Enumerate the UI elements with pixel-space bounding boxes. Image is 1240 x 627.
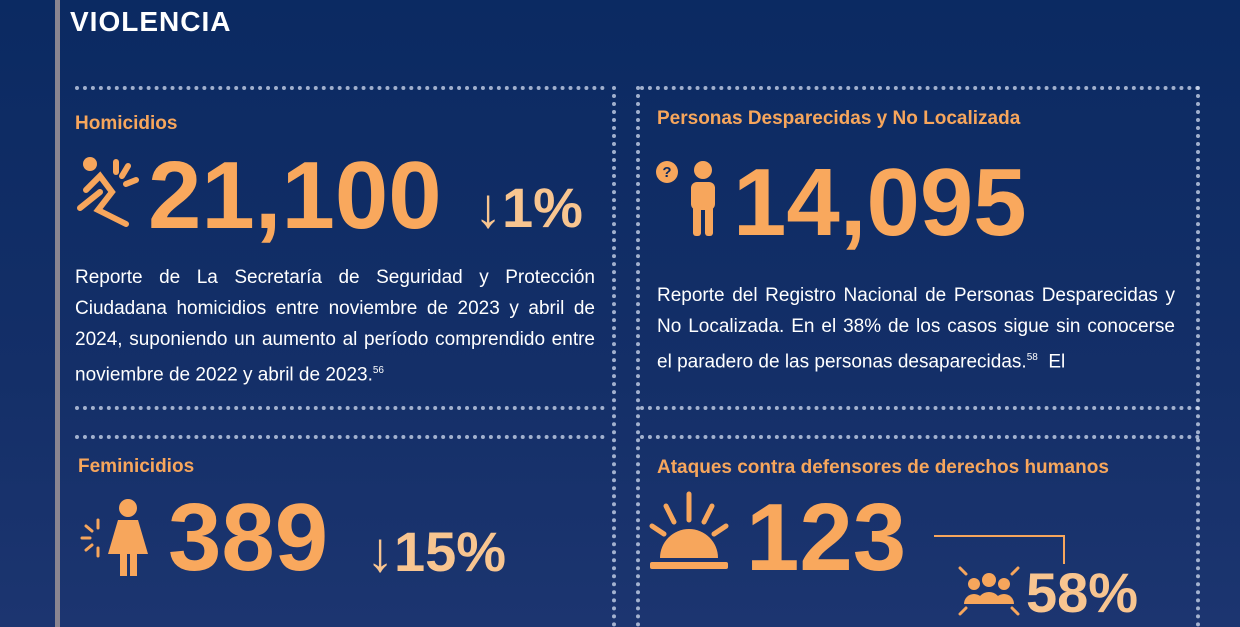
text: Reporte del Registro Nacional de Persona… [657, 285, 1175, 373]
icon: ? [656, 161, 715, 236]
divider [612, 86, 616, 627]
section-title: VIOLENCIA [70, 6, 232, 37]
divider [75, 86, 605, 90]
icon [77, 157, 139, 227]
change: ↓15% [366, 520, 507, 583]
figure: 123 [746, 484, 907, 591]
footnote: 58 [1026, 352, 1038, 363]
divider [75, 435, 605, 439]
card-title: Homicidios [75, 113, 178, 134]
divider [640, 406, 1200, 410]
text: El [1048, 351, 1066, 373]
change: 58% [1026, 561, 1139, 624]
icon [80, 499, 148, 576]
text: Reporte de La Secretaría de Seguridad y … [75, 267, 595, 386]
card-title: Feminicidios [78, 456, 195, 477]
svg-text:?: ? [662, 164, 671, 181]
divider [640, 86, 1200, 90]
divider [1196, 86, 1200, 627]
icon [649, 491, 729, 569]
paragraph: Reporte del Registro Nacional de Persona… [657, 280, 1175, 377]
paragraph: Reporte de La Secretaría de Seguridad y … [75, 262, 595, 390]
figure: 389 [168, 484, 329, 591]
card-title: Ataques contra defensores de derechos hu… [657, 457, 1109, 478]
figure: 14,095 [733, 149, 1027, 256]
footnote: 56 [372, 365, 384, 376]
change: ↓1% [474, 176, 583, 239]
side-bar [55, 0, 60, 627]
figure: 21,100 [148, 142, 442, 249]
icon [958, 566, 1020, 616]
divider [636, 86, 640, 627]
card-title: Personas Desparecidas y No Localizada [657, 108, 1021, 129]
divider [640, 435, 1200, 439]
connector [934, 535, 1065, 564]
divider [75, 406, 605, 410]
